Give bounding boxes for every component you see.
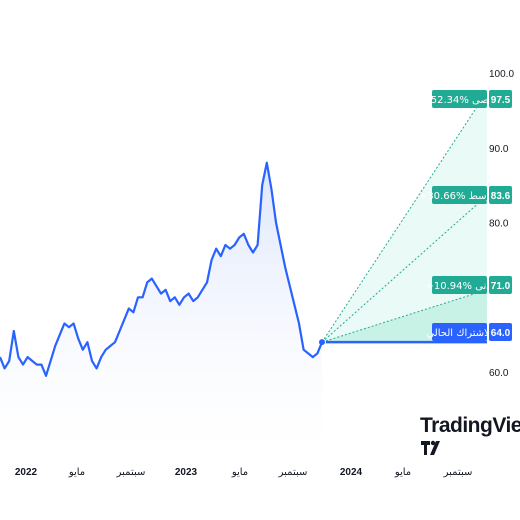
forecast-min-badge-value: 71.0 — [491, 281, 511, 292]
forecast-max-badge-label: +52.34% أقصى — [422, 93, 496, 106]
y-axis: 100.0 90.0 80.0 60.0 — [489, 69, 514, 379]
x-tick-label: سبتمبر — [278, 467, 308, 478]
tradingview-logo-icon — [421, 440, 440, 455]
y-tick-label: 80.0 — [489, 219, 509, 230]
tradingview-logo: TradingView — [420, 414, 520, 462]
price-series-line — [0, 161, 324, 377]
forecast-avg-badge-value-bg — [489, 186, 512, 204]
forecast-avg-line — [321, 195, 488, 343]
forecast-avg-badge-label: +30.66% متوسط — [419, 191, 500, 202]
y-tick-label: 100.0 — [489, 69, 514, 80]
forecast-min-badge-label: +10.94% أدنى — [425, 279, 493, 292]
x-tick-label: سبتمبر — [116, 467, 146, 478]
current-price-badge-value-bg — [489, 323, 512, 341]
forecast-max-badge-value-bg — [489, 90, 512, 108]
forecast-min-badge-label-bg — [432, 276, 487, 294]
x-tick-label: مايو — [394, 467, 411, 478]
y-tick-label: 60.0 — [489, 368, 509, 379]
tradingview-wordmark: TradingView — [420, 414, 520, 437]
forecast-max-line — [321, 91, 488, 343]
x-tick-label: مايو — [68, 467, 85, 478]
x-tick-label: سبتمبر — [443, 467, 473, 478]
forecast-avg-badge-value: 83.6 — [491, 191, 511, 202]
forecast-max-badge-label-bg — [432, 90, 487, 108]
forecast-min-line — [321, 289, 488, 343]
x-tick-label: 2022 — [15, 467, 38, 478]
y-tick-label: 90.0 — [489, 144, 509, 155]
x-tick-label: 2024 — [340, 467, 363, 478]
price-line — [0, 161, 324, 377]
forecast-min-badge-value-bg — [489, 276, 512, 294]
x-axis: 2022 مايو سبتمبر 2023 مايو سبتمبر 2024 مايو سبتم… — [15, 467, 472, 478]
current-price-badge-label-bg — [432, 323, 487, 341]
x-tick-label: 2023 — [175, 467, 198, 478]
forecast-cone — [318, 91, 488, 347]
current-price-badge-value: 64.0 — [491, 328, 511, 339]
x-tick-label: مايو — [231, 467, 248, 478]
forecast-avg-badge-label-bg — [432, 186, 487, 204]
current-price-badge-label: الاشتراك الحالي — [426, 328, 492, 339]
forecast-max-badge-value: 97.5 — [491, 95, 511, 106]
